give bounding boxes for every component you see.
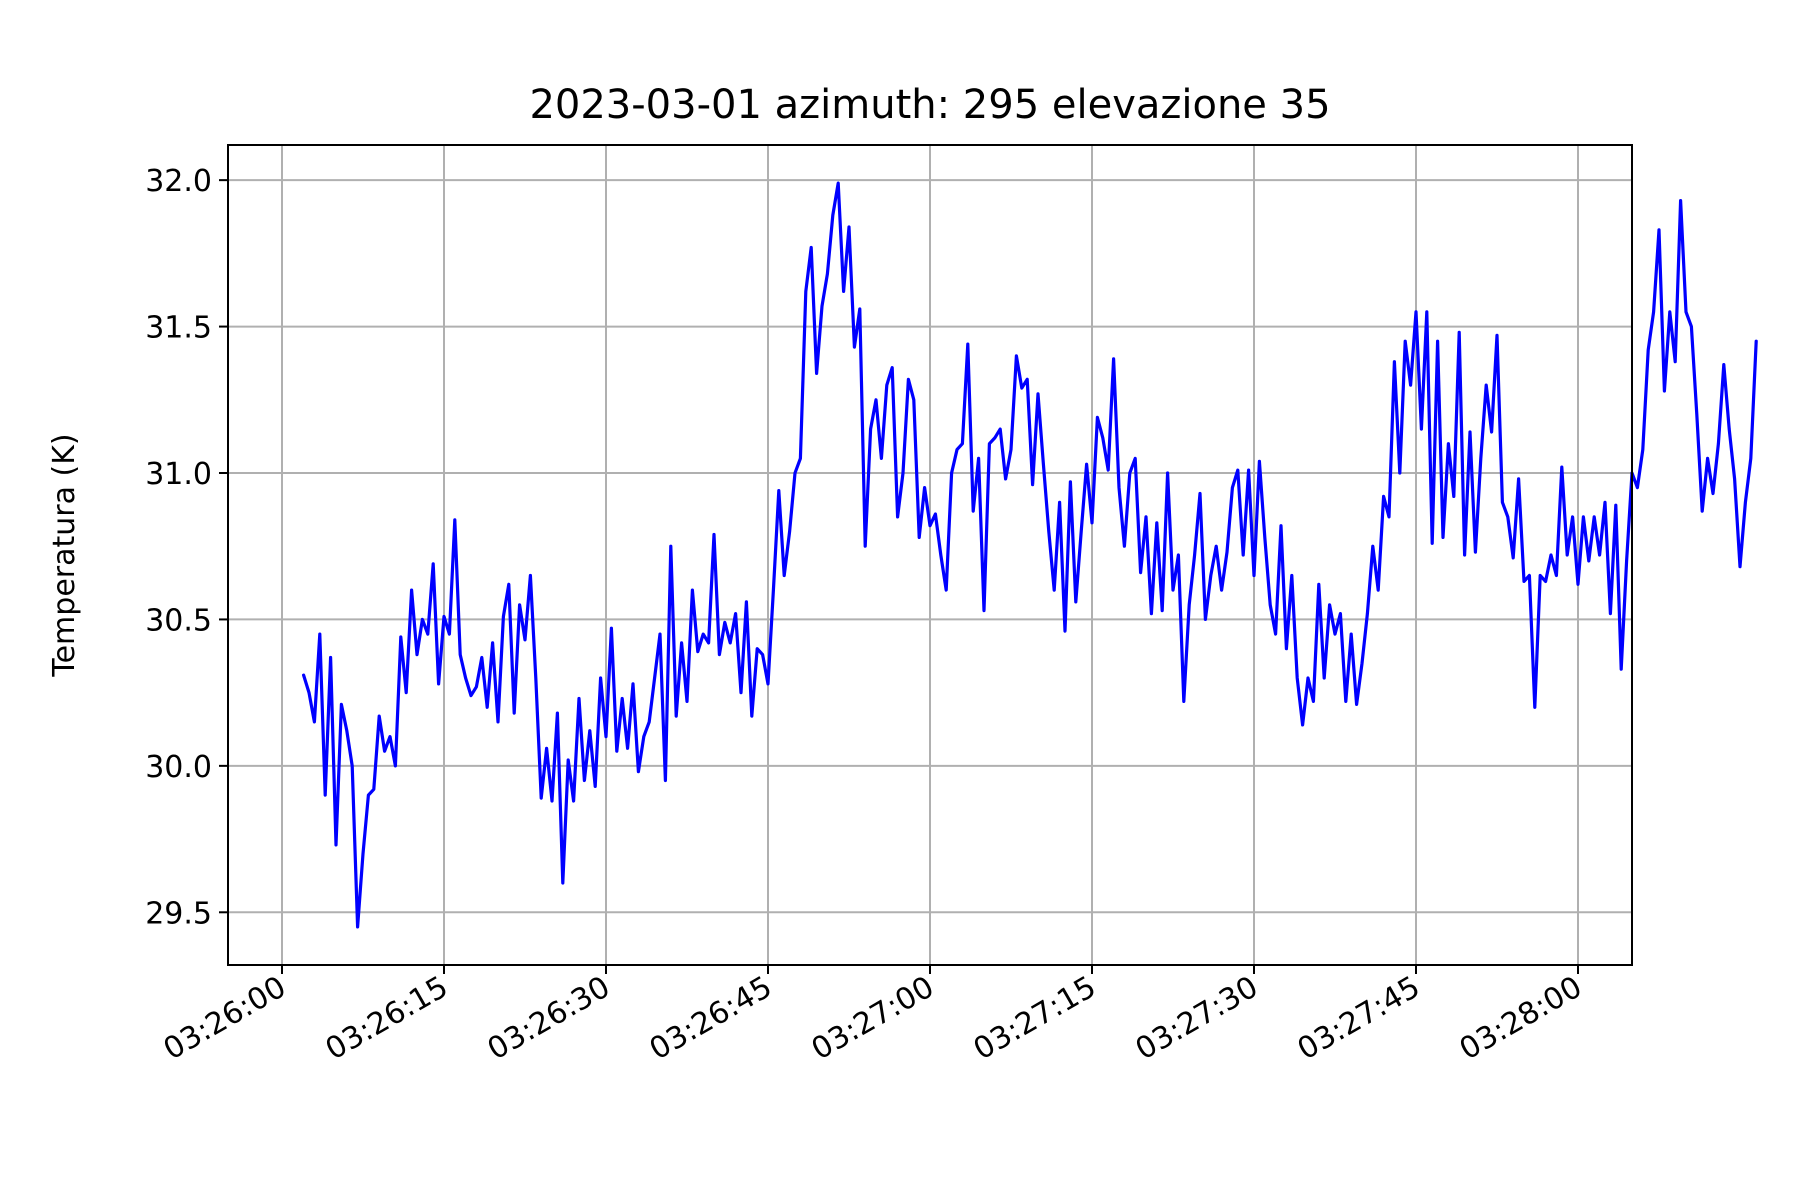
- chart-title: 2023-03-01 azimuth: 295 elevazione 35: [529, 82, 1330, 128]
- series-layer: [302, 181, 1758, 929]
- x-tick-label: 03:27:30: [1130, 970, 1264, 1068]
- x-tick-label: 03:27:00: [806, 970, 940, 1068]
- x-tick-label: 03:26:30: [482, 970, 616, 1068]
- x-tick-label: 03:28:00: [1454, 970, 1588, 1068]
- y-tick-label: 30.5: [145, 603, 212, 638]
- y-axis-label: Temperatura (K): [47, 433, 82, 677]
- x-tick-label: 03:26:00: [158, 970, 292, 1068]
- x-tick-label: 03:26:15: [320, 970, 454, 1068]
- series-line: [302, 181, 1758, 929]
- y-tick-label: 32.0: [145, 164, 212, 199]
- y-tick-label: 31.5: [145, 311, 212, 346]
- ticks: 03:26:00 03:26:15 03:26:30 03:26:45 03:27:00…: [145, 164, 1588, 1067]
- y-tick-label: 31.0: [145, 457, 212, 492]
- x-tick-label: 03:26:45: [644, 970, 778, 1068]
- y-tick-label: 30.0: [145, 750, 212, 785]
- x-tick-label: 03:27:15: [968, 970, 1102, 1068]
- grid: [228, 145, 1632, 965]
- x-tick-label: 03:27:45: [1292, 970, 1426, 1068]
- y-tick-label: 29.5: [145, 896, 212, 931]
